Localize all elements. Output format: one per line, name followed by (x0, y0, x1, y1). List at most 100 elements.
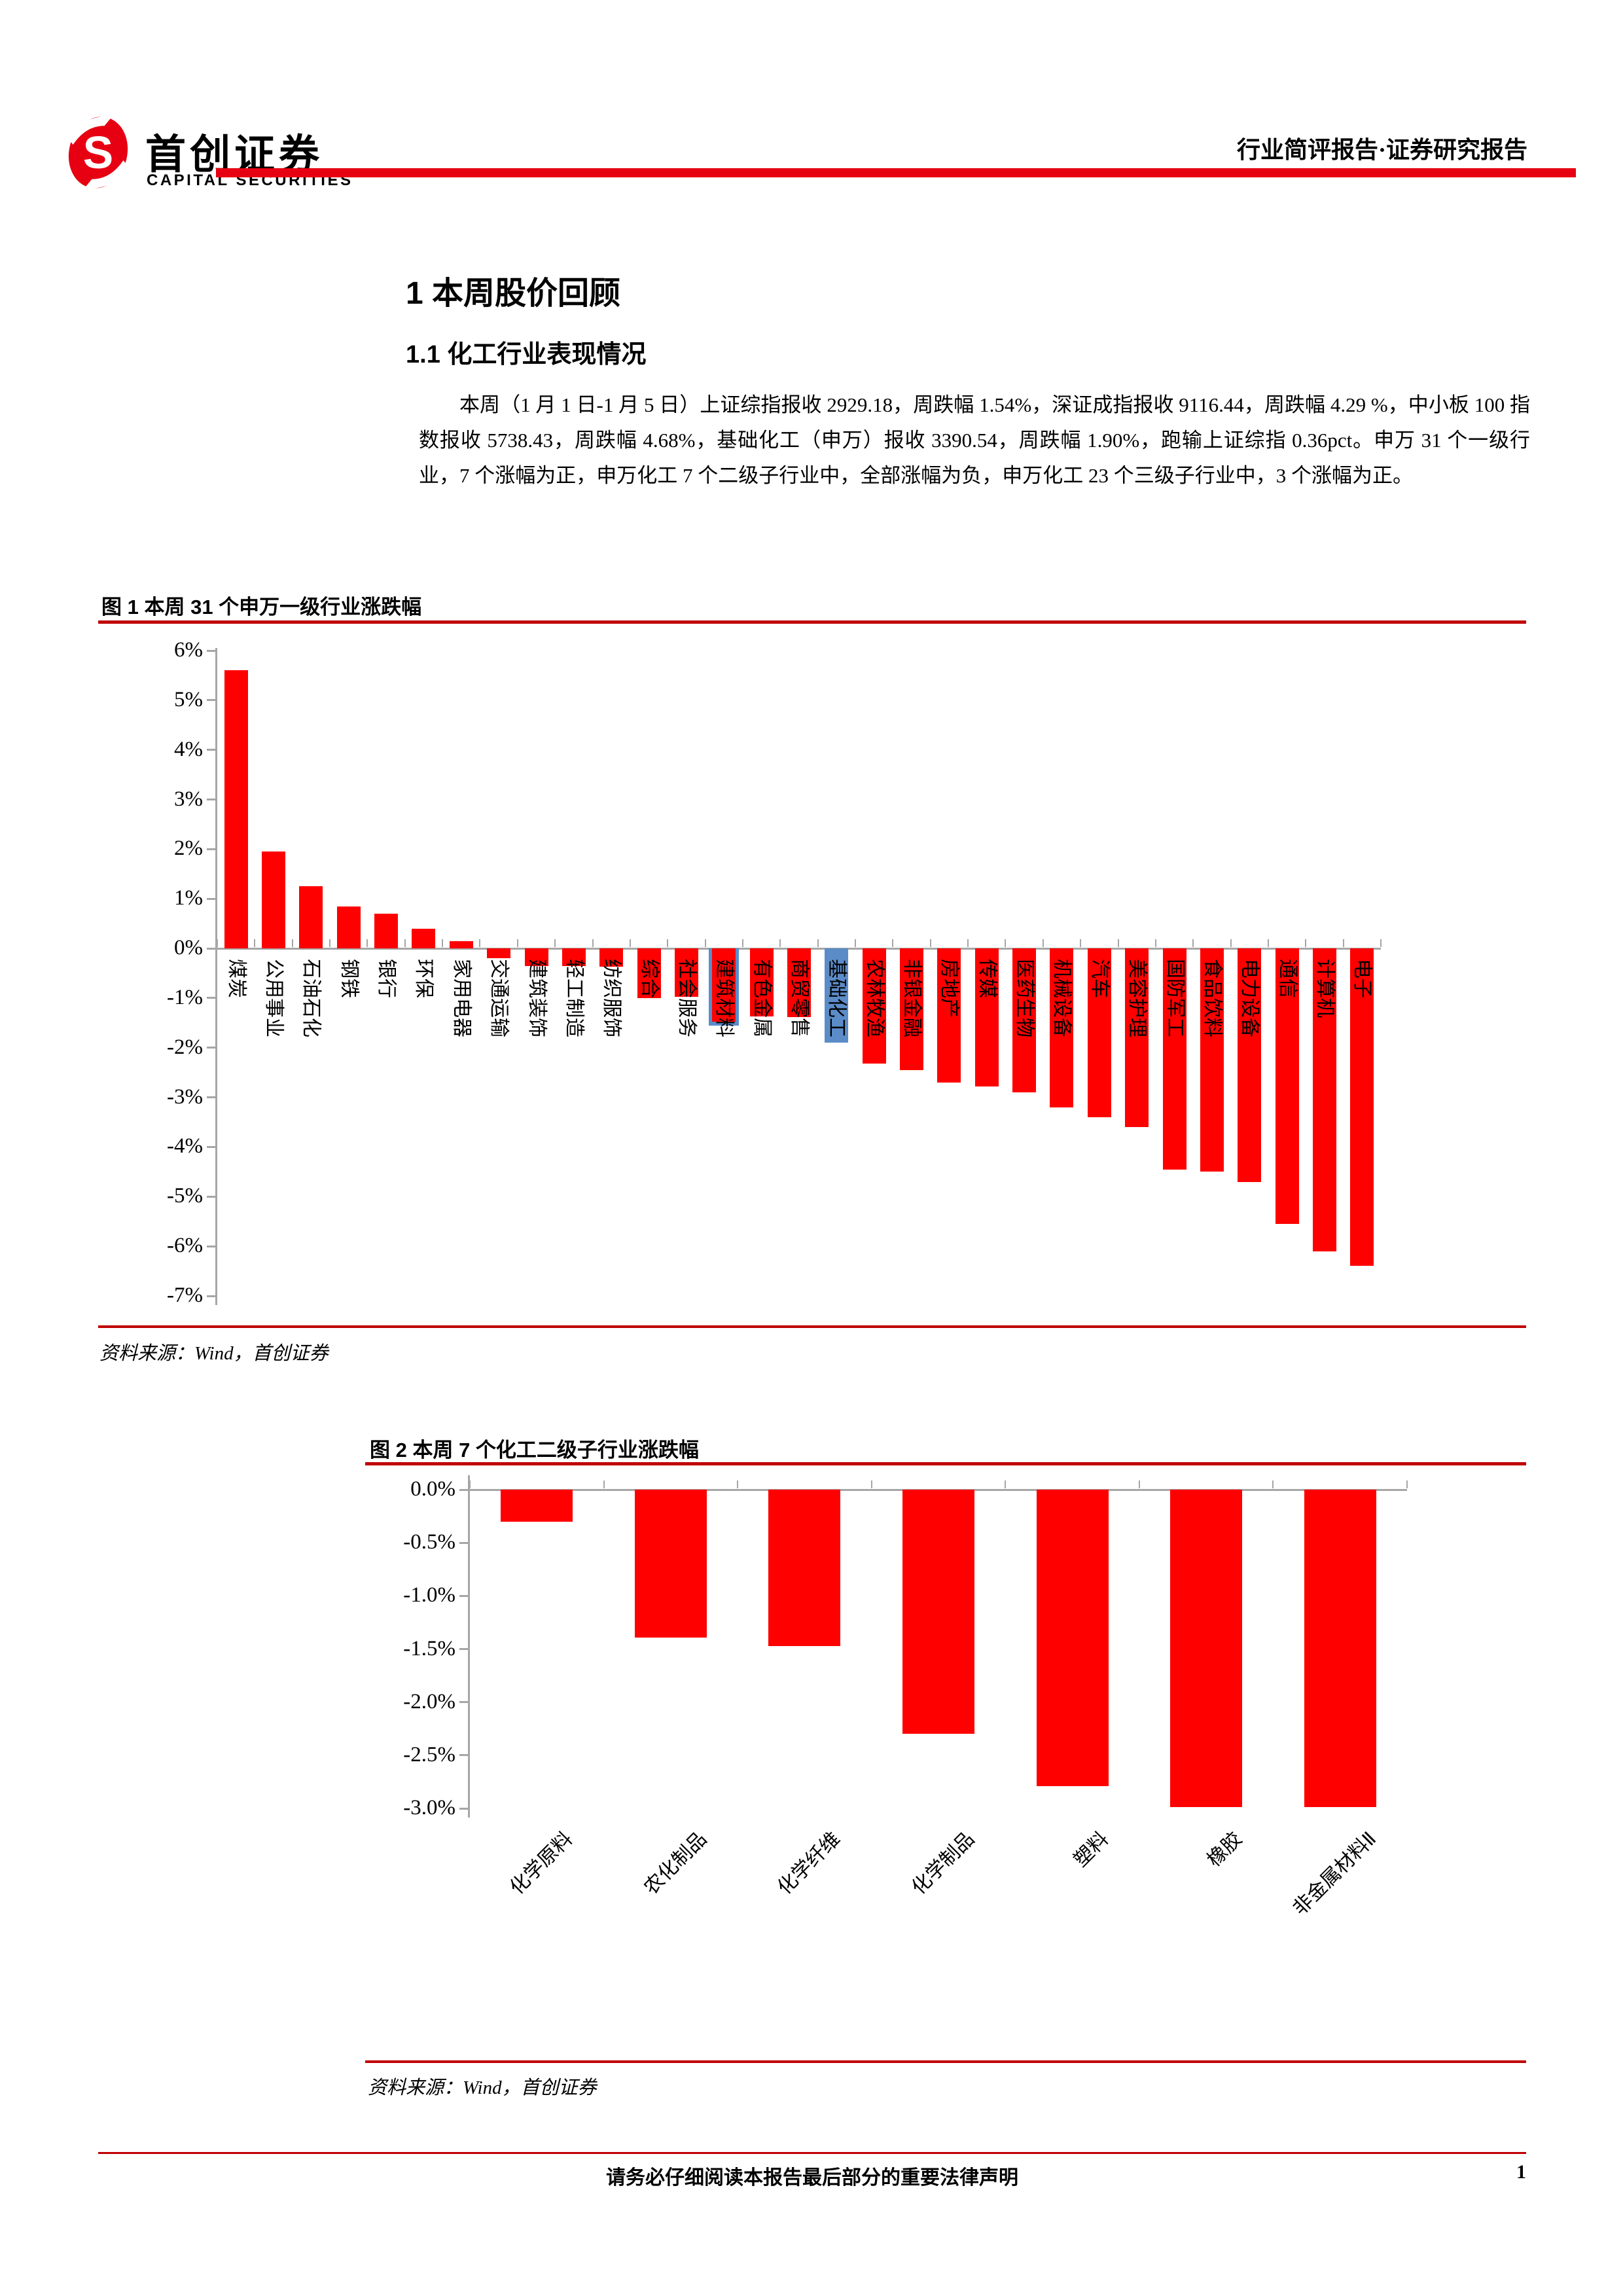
bar-交通运输 (487, 948, 511, 959)
y-axis-label: 4% (174, 737, 203, 761)
x-axis-tick (404, 939, 406, 948)
x-label-石油石化: 石油石化 (300, 959, 323, 1038)
y-axis-tick (207, 1245, 215, 1247)
bar-纺织服饰 (599, 948, 624, 967)
bar-公用事业 (262, 852, 286, 949)
y-axis-tick (207, 1195, 215, 1198)
report-type-label: 行业简评报告·证券研究报告 (1236, 137, 1527, 163)
svg-text:S: S (83, 127, 113, 178)
bar-电子 (1350, 948, 1374, 1266)
y-axis-tick (207, 1096, 215, 1099)
x-axis-tick (442, 939, 444, 948)
section-heading: 1 本周股价回顾 (406, 276, 621, 311)
summary-paragraph: 本周（1 月 1 日-1 月 5 日）上证综指报收 2929.18，周跌幅 1.… (419, 393, 1530, 487)
y-axis-label: 3% (174, 787, 203, 811)
x-axis-tick (1230, 939, 1232, 948)
x-axis-tick (1192, 939, 1194, 948)
y-axis-label: -7% (167, 1283, 203, 1307)
y-axis-label: 2% (174, 836, 203, 861)
y-axis-label: -1.5% (403, 1636, 455, 1660)
y-axis-tick (207, 897, 215, 900)
bar-食品饮料 (1200, 948, 1224, 1172)
y-axis-label: -3.0% (403, 1796, 455, 1820)
page-number: 1 (1516, 2161, 1526, 2183)
bar-石油石化 (299, 886, 323, 949)
figure2-source: 资料来源：Wind，首创证券 (368, 2077, 597, 2098)
figure2-title-rule (365, 1462, 1526, 1465)
x-axis-tick (1117, 939, 1119, 948)
bar-有色金属 (749, 948, 774, 1016)
bar-化学制品 (902, 1490, 974, 1734)
y-axis-tick (459, 1488, 468, 1491)
x-label-建筑装饰: 建筑装饰 (526, 959, 548, 1038)
y-axis-tick (207, 848, 215, 850)
x-axis-line (215, 947, 1381, 950)
y-axis-label: 0% (174, 936, 203, 960)
bar-非金属材料Ⅱ (1304, 1490, 1376, 1808)
x-axis-tick (741, 939, 743, 948)
x-label-传媒: 传媒 (976, 959, 998, 999)
y-axis-label: 0.0% (410, 1477, 455, 1501)
x-axis-tick (1406, 1480, 1408, 1488)
y-axis-tick (207, 699, 215, 702)
y-axis-label: -2.5% (403, 1742, 455, 1767)
x-label-轻工制造: 轻工制造 (563, 959, 585, 1038)
x-axis-tick (254, 939, 256, 948)
bar-shadow-建筑材料 (709, 948, 740, 1026)
bar-农化制品 (634, 1490, 707, 1638)
x-label-公用事业: 公用事业 (263, 959, 285, 1038)
bar-计算机 (1312, 948, 1336, 1251)
x-label-基础化工: 基础化工 (826, 959, 848, 1038)
bar-基础化工 (825, 948, 849, 1043)
y-axis-label: -3% (167, 1085, 203, 1109)
capital-securities-logo-icon: S (59, 110, 137, 195)
x-axis-tick (1042, 939, 1044, 948)
x-label-非金属材料Ⅱ: 非金属材料Ⅱ (1289, 1828, 1381, 1920)
x-axis-tick (892, 939, 894, 948)
y-axis-label: -6% (167, 1234, 203, 1258)
y-axis-label: -1% (167, 985, 203, 1009)
x-axis-tick (737, 1480, 739, 1488)
x-axis-tick (554, 939, 556, 948)
x-label-煤炭: 煤炭 (225, 959, 247, 999)
y-axis-tick (207, 1047, 215, 1049)
bar-美容护理 (1125, 948, 1149, 1128)
bar-机械设备 (1050, 948, 1074, 1107)
x-label-化学纤维: 化学纤维 (774, 1828, 845, 1899)
x-label-美容护理: 美容护理 (1126, 959, 1149, 1038)
x-label-社会服务: 社会服务 (675, 959, 698, 1038)
x-label-食品饮料: 食品饮料 (1201, 959, 1223, 1038)
x-axis-tick (329, 939, 331, 948)
x-axis-tick (1005, 1480, 1007, 1488)
x-axis-tick (1272, 1480, 1274, 1488)
x-label-机械设备: 机械设备 (1051, 959, 1073, 1038)
bar-煤炭 (224, 670, 248, 949)
x-label-电力设备: 电力设备 (1239, 959, 1261, 1038)
x-label-医药生物: 医药生物 (1014, 959, 1036, 1038)
bar-汽车 (1087, 948, 1111, 1117)
bar-建筑装饰 (524, 948, 548, 966)
x-label-计算机: 计算机 (1313, 959, 1336, 1018)
x-label-建筑材料: 建筑材料 (713, 959, 736, 1038)
x-axis-tick (1342, 939, 1344, 948)
x-axis-tick (704, 939, 706, 948)
footer-rule (98, 2152, 1526, 2154)
x-axis-tick (1005, 939, 1007, 948)
y-axis-label: -4% (167, 1134, 203, 1158)
x-axis-tick (629, 939, 631, 948)
y-axis-line (468, 1475, 470, 1818)
bar-银行 (374, 913, 399, 949)
y-axis-line (215, 648, 217, 1305)
x-label-塑料: 塑料 (1069, 1828, 1113, 1871)
figure2-bottom-rule (365, 2060, 1526, 2063)
x-label-农化制品: 农化制品 (639, 1828, 711, 1899)
x-axis-tick (469, 1480, 471, 1488)
bar-钢铁 (336, 906, 361, 949)
y-axis-tick (459, 1541, 468, 1544)
y-axis-label: 5% (174, 687, 203, 711)
x-label-国防军工: 国防军工 (1164, 959, 1186, 1038)
bar-社会服务 (674, 948, 698, 997)
x-label-家用电器: 家用电器 (450, 959, 473, 1038)
bar-传媒 (974, 948, 999, 1086)
